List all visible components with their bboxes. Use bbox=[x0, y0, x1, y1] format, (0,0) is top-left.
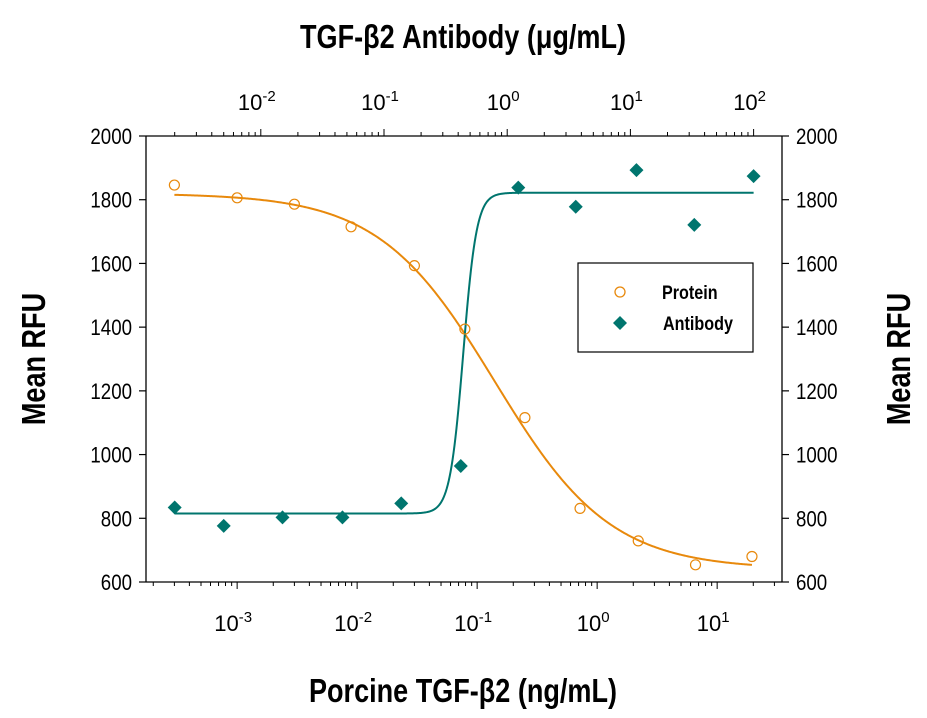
right-y-tick-label: 1400 bbox=[796, 317, 838, 341]
antibody-data-point bbox=[167, 500, 182, 515]
top-x-tick-label: 100 bbox=[487, 88, 520, 115]
bottom-x-tick-exponent: -1 bbox=[479, 609, 492, 626]
protein-data-point bbox=[408, 260, 420, 272]
legend-antibody-marker bbox=[613, 316, 627, 330]
bottom-x-tick-label: 100 bbox=[577, 609, 610, 636]
top-x-tick-label: 10-2 bbox=[238, 88, 276, 115]
right-y-axis-title: Mean RFU bbox=[882, 293, 918, 425]
right-y-tick-label: 600 bbox=[796, 572, 827, 596]
top-x-tick-exponent: -2 bbox=[262, 88, 275, 105]
left-y-axis-title: Mean RFU bbox=[17, 293, 53, 425]
left-y-tick-label: 1800 bbox=[90, 189, 132, 213]
left-y-tick-label: 800 bbox=[101, 508, 132, 532]
left-y-tick-label: 1600 bbox=[90, 253, 132, 277]
top-x-tick-label: 102 bbox=[733, 88, 766, 115]
legend: Protein Antibody bbox=[577, 262, 754, 353]
top-x-tick-exponent: 2 bbox=[758, 88, 766, 105]
right-y-tick-label: 2000 bbox=[796, 126, 838, 150]
antibody-data-point bbox=[216, 518, 231, 533]
right-y-tick-label: 800 bbox=[796, 508, 827, 532]
top-x-tick-exponent: -1 bbox=[386, 88, 399, 105]
antibody-data-point bbox=[687, 217, 702, 232]
antibody-data-point bbox=[746, 169, 761, 184]
protein-data-point bbox=[746, 550, 758, 563]
protein-data-point bbox=[168, 179, 180, 191]
antibody-fit-curve bbox=[174, 191, 754, 515]
bottom-x-tick-exponent: 1 bbox=[721, 609, 729, 626]
legend-box bbox=[577, 262, 754, 353]
antibody-data-point bbox=[335, 510, 350, 525]
fit-curves bbox=[174, 191, 754, 566]
protein-data-point bbox=[231, 192, 243, 204]
top-x-tick-exponent: 1 bbox=[634, 88, 642, 105]
right-y-tick-label: 1600 bbox=[796, 253, 838, 277]
antibody-data-point bbox=[453, 459, 468, 474]
protein-data-point bbox=[574, 502, 586, 515]
antibody-data-point bbox=[629, 163, 644, 178]
top-x-tick-exponent: 0 bbox=[511, 88, 519, 105]
bottom-x-tick-label: 10-2 bbox=[334, 609, 372, 636]
bottom-x-tick-label: 10-1 bbox=[454, 609, 492, 636]
bottom-x-axis-title: Porcine TGF-β2 (ng/mL) bbox=[309, 674, 617, 710]
left-y-tick-label: 1200 bbox=[90, 381, 132, 405]
bottom-x-tick-label: 10-3 bbox=[214, 609, 252, 636]
data-points bbox=[167, 163, 761, 571]
protein-data-point bbox=[459, 323, 471, 335]
top-x-axis-title: TGF-β2 Antibody (μg/mL) bbox=[300, 20, 626, 56]
protein-data-point bbox=[519, 412, 531, 424]
bottom-x-tick-exponent: -3 bbox=[239, 609, 252, 626]
right-y-tick-label: 1000 bbox=[796, 444, 838, 468]
bottom-x-tick-exponent: -2 bbox=[359, 609, 372, 626]
legend-protein-marker bbox=[614, 286, 626, 298]
antibody-data-point bbox=[394, 496, 409, 511]
left-y-tick-label: 1000 bbox=[90, 444, 132, 468]
legend-antibody-label: Antibody bbox=[663, 313, 733, 335]
legend-protein-label: Protein bbox=[662, 282, 718, 304]
antibody-data-point bbox=[568, 199, 583, 214]
bottom-x-tick-exponent: 0 bbox=[601, 609, 609, 626]
bottom-x-tick-label: 101 bbox=[697, 609, 730, 636]
left-y-tick-label: 1400 bbox=[90, 317, 132, 341]
protein-data-point bbox=[689, 559, 702, 571]
right-y-tick-label: 1200 bbox=[796, 381, 838, 405]
left-y-tick-label: 2000 bbox=[90, 126, 132, 150]
plot-frame bbox=[145, 135, 783, 583]
protein-data-point bbox=[345, 221, 357, 233]
antibody-data-point bbox=[275, 510, 290, 525]
protein-data-point bbox=[632, 535, 644, 547]
left-y-tick-label: 600 bbox=[101, 572, 132, 596]
top-x-tick-label: 10-1 bbox=[361, 88, 399, 115]
top-x-tick-label: 101 bbox=[610, 88, 643, 115]
antibody-data-point bbox=[511, 180, 526, 195]
protein-fit-curve bbox=[174, 193, 753, 566]
right-y-tick-label: 1800 bbox=[796, 189, 838, 213]
protein-data-point bbox=[288, 198, 300, 210]
